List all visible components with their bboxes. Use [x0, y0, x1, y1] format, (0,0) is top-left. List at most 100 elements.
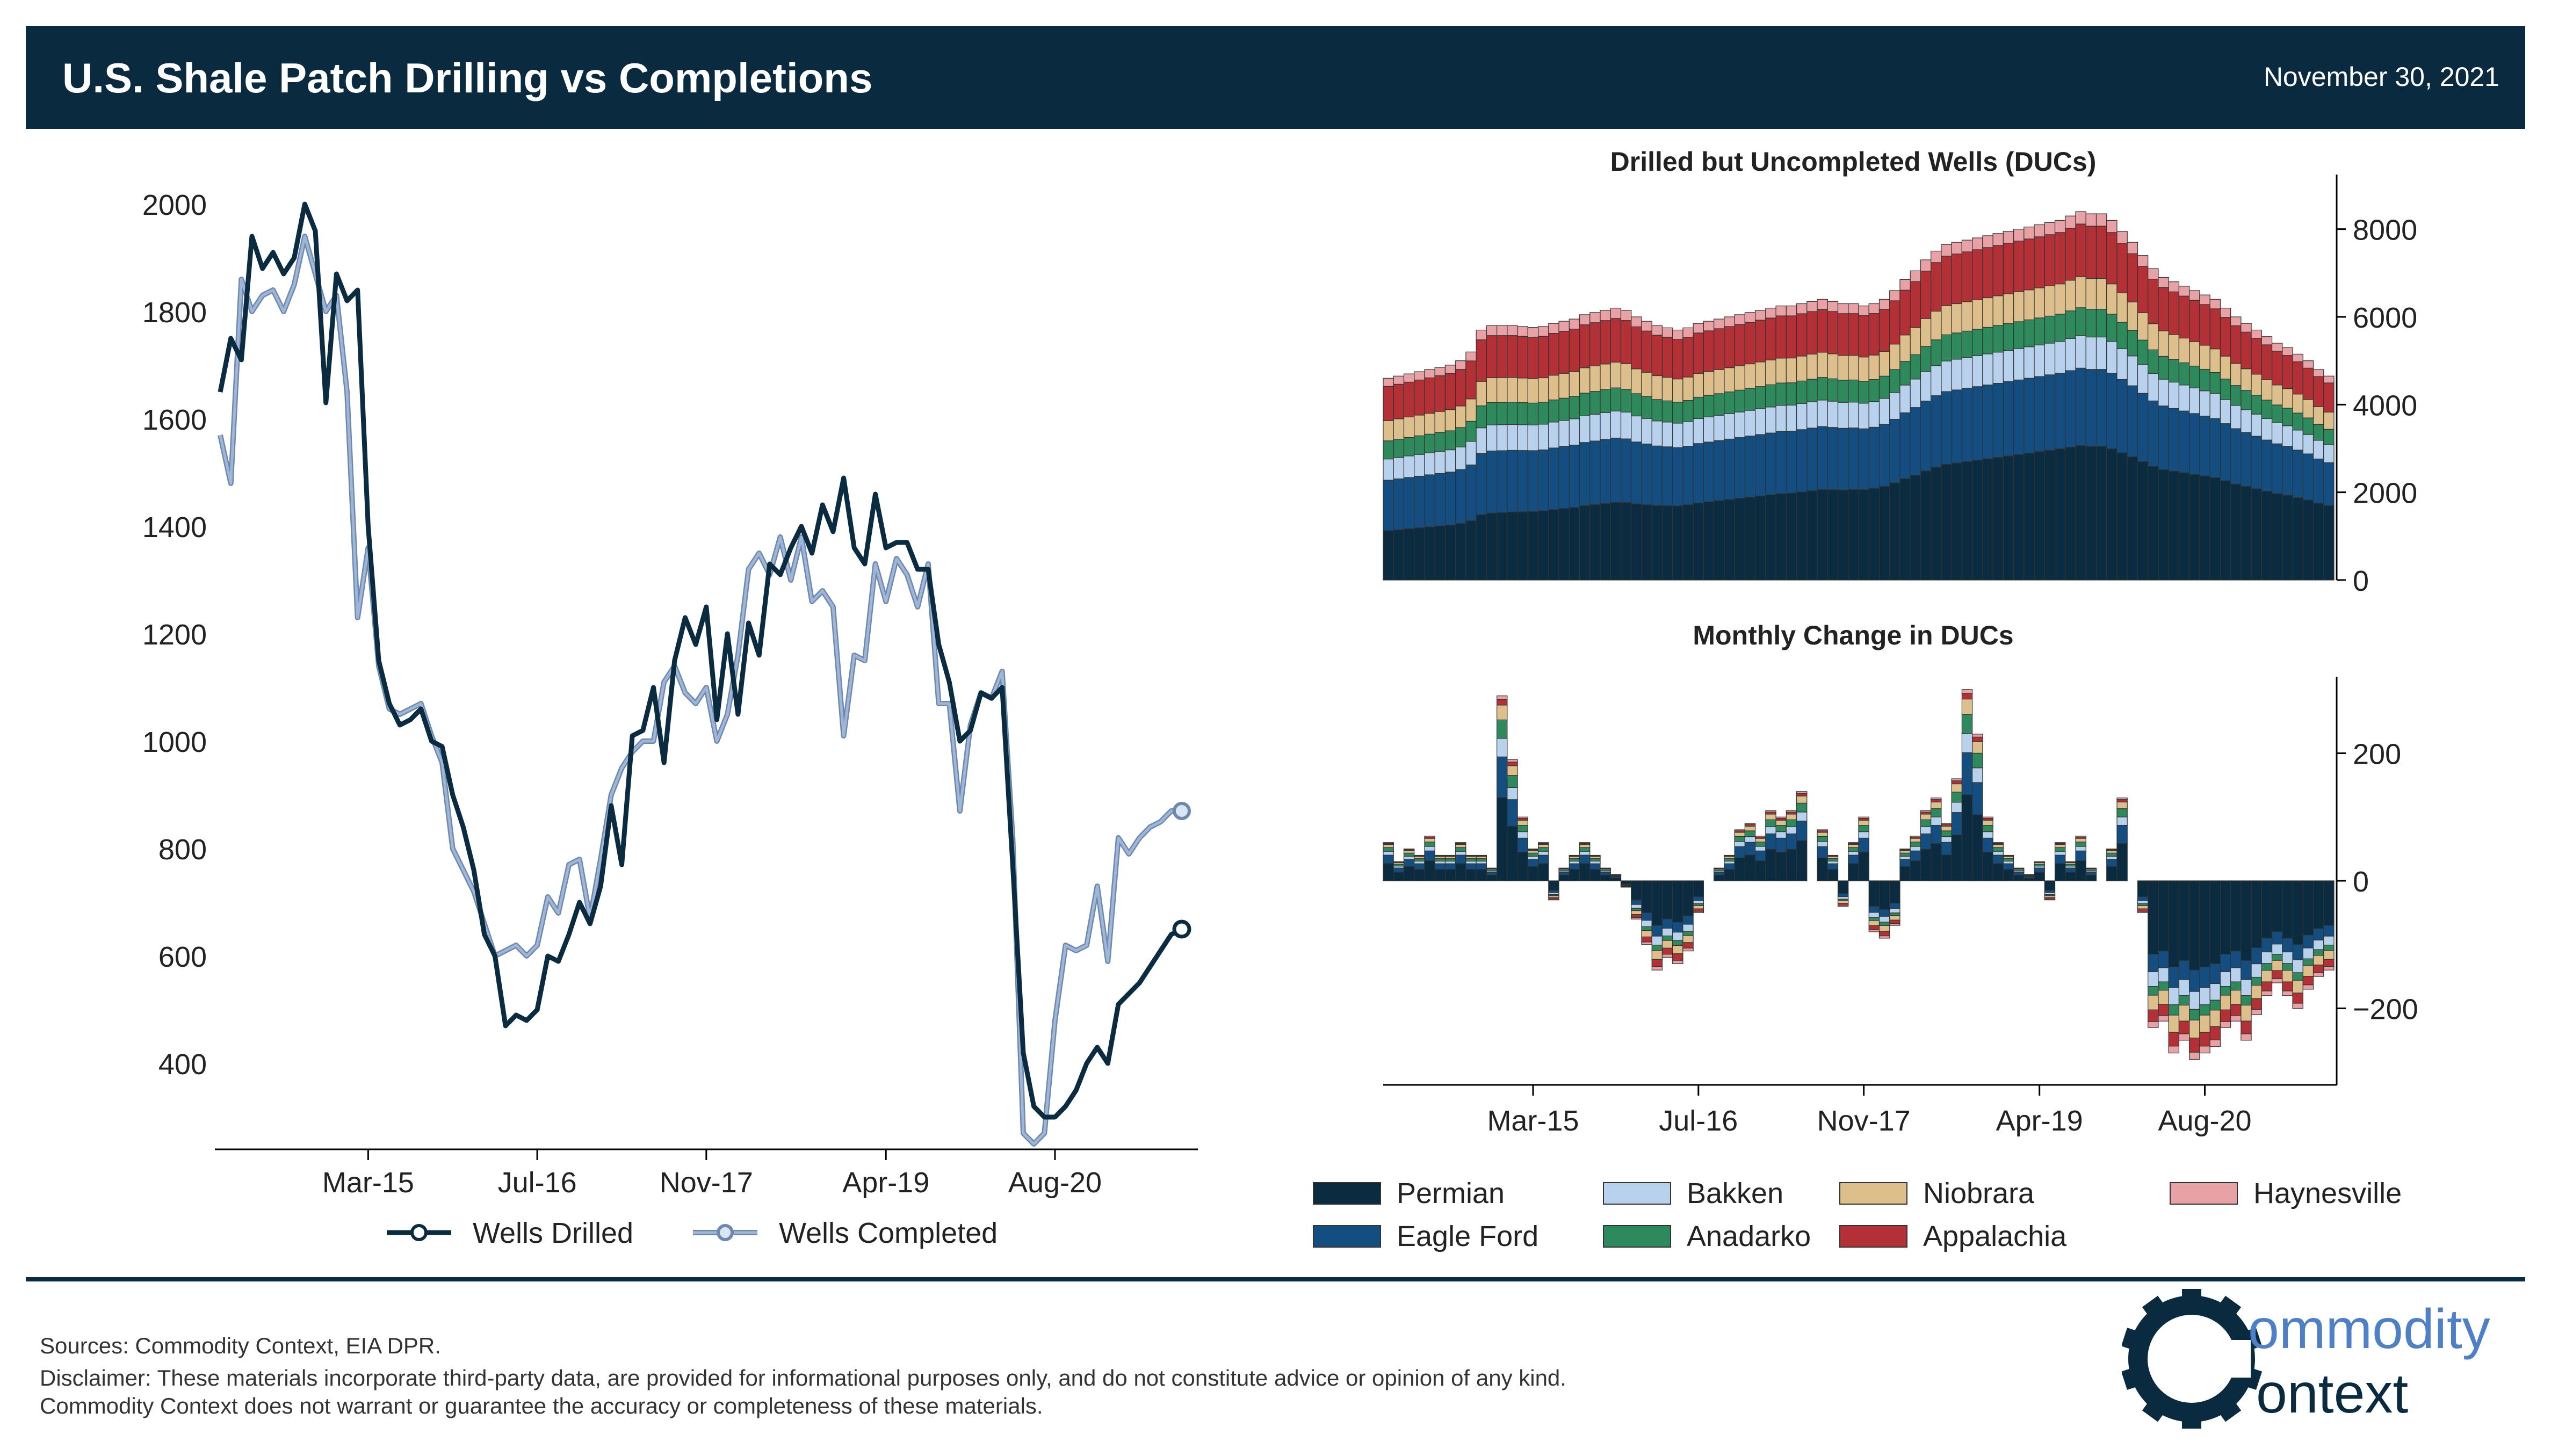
duc-bar-niobrara — [2127, 301, 2138, 331]
duc-bar-bakken — [2116, 348, 2128, 380]
duc-bar-anadarko — [2189, 365, 2200, 388]
change-bar-permian — [1414, 869, 1425, 881]
change-bar-bakken — [1527, 856, 1539, 860]
change-bar-eagle-ford — [2106, 859, 2118, 867]
duc-bar-eagle-ford — [1507, 450, 1518, 513]
gear-c-icon — [2122, 1289, 2263, 1429]
duc-bar-bakken — [2282, 425, 2293, 447]
change-bar-bakken — [1858, 831, 1869, 839]
change-bar-bakken — [1724, 860, 1735, 864]
change-bar-anadarko — [2106, 852, 2118, 857]
change-bar-eagle-ford — [1682, 915, 1694, 925]
duc-bar-eagle-ford — [2148, 400, 2159, 467]
change-bar-anadarko — [2178, 995, 2190, 1006]
sources-note: Sources: Commodity Context, EIA DPR. — [40, 1333, 441, 1358]
change-bar-eagle-ford — [1775, 837, 1787, 853]
duc-bar-niobrara — [1972, 299, 1983, 330]
change-bar-permian — [1941, 854, 1952, 881]
duc-bar-bakken — [2199, 390, 2210, 417]
duc-bar-haynesville — [2178, 286, 2190, 296]
change-bar-appalachia — [1951, 780, 1962, 785]
change-bar-permian — [1383, 863, 1394, 881]
duc-bar-bakken — [2054, 341, 2066, 374]
duc-bar-anadarko — [2220, 379, 2231, 400]
duc-bar-permian — [1403, 528, 1415, 581]
duc-bar-anadarko — [2302, 417, 2314, 435]
change-bar-anadarko — [1858, 825, 1869, 832]
change-bar-niobrara — [2178, 1004, 2190, 1022]
duc-bar-bakken — [2168, 381, 2180, 409]
duc-bar-eagle-ford — [1817, 426, 1828, 490]
change-bar-eagle-ford — [1744, 842, 1756, 856]
change-bar-niobrara — [1537, 844, 1549, 848]
change-bar-haynesville — [2034, 861, 2045, 863]
duc-bar-anadarko — [1558, 397, 1570, 421]
duc-bar-eagle-ford — [1899, 412, 1911, 479]
change-bar-permian — [1589, 869, 1601, 881]
duc-bar-permian — [1444, 524, 1456, 581]
change-bar-anadarko — [1579, 847, 1591, 852]
change-bar-niobrara — [1775, 820, 1787, 826]
change-bar-appalachia — [1641, 936, 1652, 943]
duc-bar-haynesville — [1393, 375, 1405, 385]
change-bar-niobrara — [1972, 741, 1983, 754]
duc-bar-permian — [2095, 446, 2107, 581]
change-bar-bakken — [1682, 924, 1694, 932]
duc-bar-eagle-ford — [1703, 441, 1715, 502]
duc-bar-bakken — [1827, 401, 1839, 428]
change-bar-haynesville — [1497, 696, 1508, 700]
change-bar-anadarko — [1755, 842, 1766, 847]
change-bar-eagle-ford — [2003, 863, 2014, 870]
duc-bar-anadarko — [1507, 402, 1518, 425]
duc-bar-niobrara — [2220, 356, 2231, 380]
change-bar-bakken — [1744, 836, 1756, 843]
change-bar-niobrara — [1837, 900, 1849, 904]
duc-bar-permian — [1755, 495, 1766, 581]
duc-bar-anadarko — [1837, 380, 1849, 403]
change-bar-anadarko — [2003, 858, 2014, 862]
duc-bar-anadarko — [1434, 432, 1446, 452]
duc-bar-bakken — [1651, 421, 1663, 446]
duc-bar-anadarko — [2106, 314, 2118, 342]
duc-bar-permian — [1734, 498, 1745, 581]
duc-bar-appalachia — [1403, 381, 1415, 417]
duc-bar-appalachia — [1537, 336, 1549, 379]
change-bar-eagle-ford — [1414, 863, 1425, 870]
change-bar-permian — [2312, 880, 2324, 929]
duc-chart-title: Drilled but Uncompleted Wells (DUCs) — [1610, 147, 2097, 177]
duc-bar-haynesville — [1631, 316, 1642, 328]
duc-bar-bakken — [2189, 387, 2200, 414]
wells-drilled-end-marker — [1172, 919, 1191, 939]
duc-bar-bakken — [1992, 352, 2004, 384]
duc-bar-appalachia — [2148, 279, 2159, 324]
duc-bar-anadarko — [1600, 389, 1611, 413]
duc-bar-anadarko — [1972, 329, 1983, 356]
change-bar-bakken — [2189, 991, 2200, 1010]
duc-bar-niobrara — [2282, 388, 2293, 409]
change-bar-anadarko — [1414, 858, 1425, 862]
change-bar-anadarko — [1972, 752, 1983, 769]
change-bar-haynesville — [1527, 849, 1539, 850]
duc-bar-appalachia — [1703, 330, 1715, 372]
x-tick-label: Mar-15 — [322, 1167, 414, 1199]
duc-bar-anadarko — [1569, 396, 1580, 419]
change-bar-bakken — [1383, 851, 1394, 856]
change-bar-bakken — [1631, 904, 1642, 909]
duc-bar-anadarko — [1703, 395, 1715, 417]
duc-bar-haynesville — [2148, 268, 2159, 280]
change-bar-haynesville — [2241, 1033, 2252, 1041]
duc-bar-permian — [1899, 478, 1911, 581]
duc-bar-niobrara — [1941, 305, 1952, 335]
duc-bar-niobrara — [1610, 361, 1622, 388]
change-bar-permian — [1868, 880, 1880, 907]
change-bar-anadarko — [1992, 847, 2004, 852]
duc-bar-permian — [1414, 527, 1425, 581]
change-bar-bakken — [2323, 936, 2335, 946]
duc-bar-niobrara — [1734, 365, 1745, 390]
change-bar-permian — [1992, 863, 2004, 881]
change-bar-eagle-ford — [1507, 799, 1518, 827]
duc-bar-haynesville — [2292, 353, 2303, 363]
duc-bar-eagle-ford — [1734, 437, 1745, 499]
duc-bar-bakken — [2148, 373, 2159, 402]
duc-bar-permian — [1858, 489, 1869, 581]
